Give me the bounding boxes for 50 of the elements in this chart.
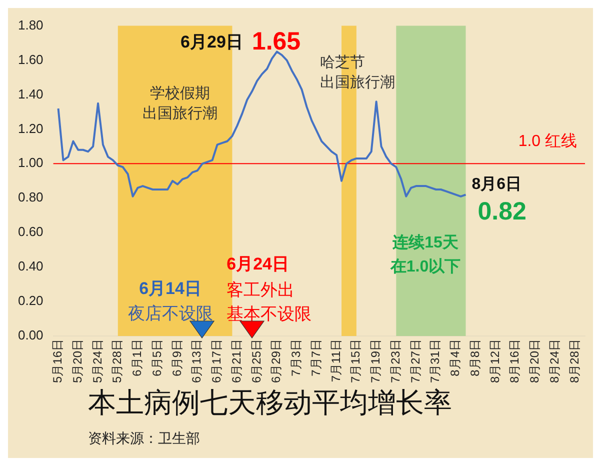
annotation: 客工外出基本不设限 (226, 280, 312, 324)
x-tick-label: 8月4日 (448, 338, 462, 376)
y-tick-label: 1.20 (18, 120, 44, 136)
y-tick-label: 0.00 (18, 328, 44, 343)
x-tick-label: 8月24日 (548, 338, 562, 384)
x-tick-label: 8月28日 (567, 338, 582, 384)
x-tick-label: 6月1日 (130, 338, 144, 376)
y-tick-label: 0.80 (18, 190, 44, 205)
x-tick-label: 6月29日 (269, 338, 284, 384)
x-tick-label: 6月5日 (150, 338, 164, 376)
x-tick-label: 5月24日 (90, 338, 104, 384)
text: 本土病例七天移动平均增长率 (88, 387, 453, 421)
x-tick-label: 8月8日 (468, 338, 482, 376)
annotation: 6月29日 (180, 32, 243, 52)
x-tick-label: 7月15日 (348, 338, 363, 384)
text: 资料来源：卫生部 (88, 430, 201, 448)
annotation: 0.82 (478, 198, 526, 226)
x-tick-label: 7月27日 (408, 338, 422, 384)
x-tick-label: 5月28日 (110, 338, 124, 384)
ref-line-label: 1.0 红线 (518, 132, 577, 150)
x-tick-label: 7月3日 (289, 338, 304, 376)
x-tick-label: 5月20日 (70, 338, 84, 384)
x-tick-label: 8月12日 (488, 338, 502, 384)
y-tick-label: 1.60 (18, 52, 44, 67)
y-tick-label: 1.40 (18, 86, 44, 102)
x-tick-label: 6月13日 (190, 338, 204, 384)
x-tick-label: 7月23日 (388, 338, 402, 384)
y-tick-label: 1.00 (18, 155, 44, 170)
x-tick-label: 7月31日 (428, 338, 442, 384)
y-tick-label: 1.80 (18, 17, 44, 32)
y-tick-label: 0.60 (18, 224, 44, 240)
annotation: 学校假期出国旅行潮 (142, 85, 218, 122)
x-tick-label: 6月25日 (249, 338, 264, 384)
annotation: 6月24日 (226, 254, 290, 274)
annotation: 8月6日 (472, 176, 522, 194)
x-tick-label: 8月16日 (508, 338, 522, 384)
annotation: 6月14日 (139, 279, 202, 298)
y-tick-label: 0.20 (18, 293, 44, 308)
x-tick-label: 6月9日 (170, 338, 184, 376)
annotation: 连续15天在1.0以下 (389, 233, 461, 276)
x-tick-label: 6月21日 (229, 338, 244, 384)
y-tick-label: 0.40 (18, 258, 44, 274)
x-tick-label: 7月19日 (368, 338, 383, 384)
x-tick-label: 7月7日 (308, 338, 323, 376)
x-tick-label: 5月16日 (50, 338, 65, 384)
x-tick-label: 6月17日 (210, 338, 224, 384)
annotation: 1.65 (252, 28, 301, 56)
x-tick-label: 8月20日 (528, 338, 542, 384)
x-tick-label: 7月11日 (328, 338, 343, 382)
annotation: 夜店不设限 (128, 304, 213, 323)
